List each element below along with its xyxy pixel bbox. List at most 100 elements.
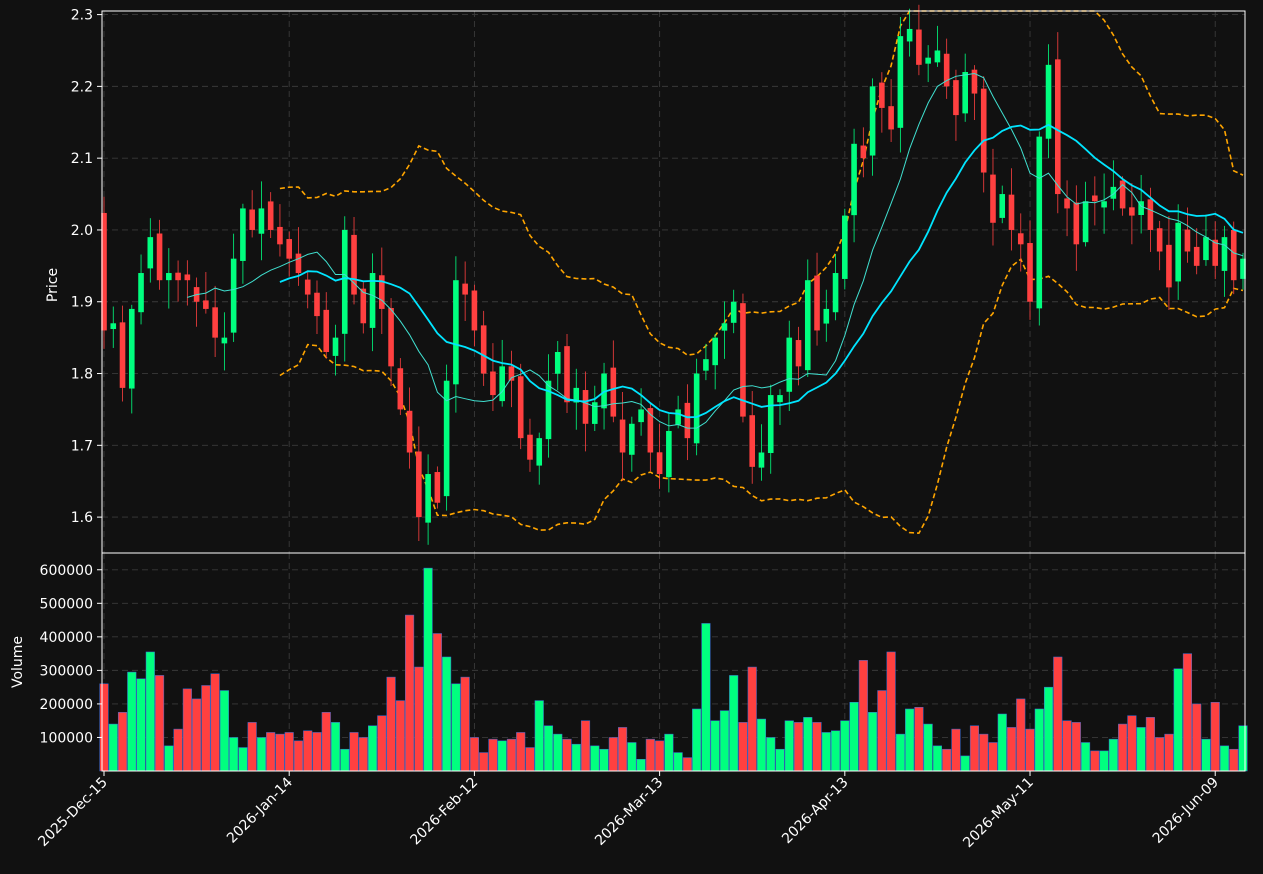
volume-bar-up — [673, 752, 683, 772]
volume-bar-up — [1173, 668, 1183, 772]
volume-bar-up — [330, 722, 341, 772]
volume-bar-down — [312, 732, 322, 772]
price-tick-label: 1.8 — [71, 367, 93, 383]
candle-up — [1101, 201, 1107, 208]
candle-up — [777, 395, 783, 403]
candle-down — [610, 367, 617, 417]
candle-down — [1054, 59, 1061, 195]
candle-down — [101, 212, 107, 331]
volume-panel-frame — [101, 552, 1246, 772]
candle-up — [823, 308, 830, 324]
volume-bar-down — [951, 728, 961, 772]
candle-down — [517, 376, 524, 439]
candle-down — [684, 402, 691, 439]
candle-down — [990, 174, 996, 223]
price-tick-label: 1.7 — [71, 438, 93, 454]
price-axis-label: Price — [45, 268, 61, 302]
candle-down — [1230, 229, 1237, 281]
volume-bar-up — [997, 713, 1007, 772]
volume-bar-up — [932, 745, 942, 772]
volume-bar-down — [793, 722, 804, 772]
volume-bar-down — [1210, 701, 1220, 772]
volume-bar-up — [784, 720, 794, 772]
volume-bars — [99, 567, 1248, 772]
volume-bar-down — [1182, 653, 1192, 772]
candle-up — [369, 273, 376, 328]
volume-bar-up — [590, 745, 600, 772]
price-tick-label: 1.6 — [71, 510, 93, 526]
candle-down — [860, 145, 867, 159]
candle-up — [712, 337, 718, 366]
volume-bar-down — [1025, 728, 1035, 772]
candle-down — [647, 408, 654, 453]
volume-bar-up — [849, 701, 859, 772]
volume-bar-down — [247, 722, 257, 772]
candle-down — [564, 346, 570, 403]
volume-bar-down — [266, 732, 276, 772]
candle-down — [508, 366, 515, 381]
candle-down — [351, 234, 357, 295]
candle-down — [360, 288, 367, 324]
candle-down — [582, 390, 589, 424]
volume-bar-down — [284, 732, 294, 772]
volume-bar-up — [803, 717, 813, 772]
candle-down — [1129, 207, 1135, 216]
candle-down — [184, 274, 191, 281]
ma10-line — [187, 72, 1244, 429]
volume-bar-up — [497, 740, 507, 772]
volume-bar-up — [442, 656, 452, 772]
candle-up — [499, 366, 505, 402]
volume-bar-up — [553, 733, 563, 772]
volume-bar-up — [636, 759, 646, 772]
candle-down — [916, 29, 922, 65]
volume-bar-down — [469, 737, 479, 772]
volume-bar-up — [219, 690, 229, 772]
volume-bar-down — [1016, 698, 1026, 772]
volume-bar-down — [1118, 723, 1128, 772]
candle-down — [1156, 228, 1163, 252]
candle-up — [258, 208, 265, 234]
candle-up — [138, 273, 144, 313]
volume-bar-down — [358, 737, 368, 772]
volume-bar-down — [988, 742, 998, 772]
price-tick-label: 2.0 — [71, 223, 93, 239]
volume-bar-down — [1062, 720, 1072, 772]
volume-bar-down — [349, 732, 359, 772]
candle-down — [749, 415, 756, 467]
candle-up — [758, 452, 765, 468]
volume-bar-down — [1164, 733, 1174, 772]
candle-down — [323, 309, 330, 352]
candle-up — [703, 359, 709, 371]
volume-tick-label: 600000 — [40, 563, 93, 579]
volume-bar-up — [729, 675, 739, 772]
volume-bar-down — [210, 673, 220, 772]
candle-up — [693, 373, 700, 444]
volume-bar-up — [1219, 745, 1230, 772]
candle-up — [897, 36, 904, 128]
volume-bar-down — [618, 727, 628, 772]
volume-bar-down — [201, 685, 211, 772]
volume-bar-down — [1127, 715, 1137, 772]
volume-bar-up — [145, 651, 155, 772]
volume-bar-down — [747, 666, 757, 772]
volume-bar-up — [534, 700, 544, 772]
volume-bar-up — [831, 730, 841, 772]
volume-bar-down — [562, 738, 572, 772]
price-tick-label: 2.3 — [71, 8, 93, 24]
candle-up — [832, 273, 839, 313]
volume-bar-down — [979, 733, 989, 772]
volume-bar-up — [701, 623, 711, 772]
candle-down — [267, 201, 274, 230]
price-tick-label: 2.1 — [71, 151, 93, 167]
candle-up — [110, 323, 117, 330]
volume-bar-down — [969, 725, 980, 772]
volume-grid — [102, 553, 1245, 771]
volume-bar-up — [627, 742, 637, 772]
volume-bar-down — [99, 683, 109, 772]
candle-up — [925, 57, 931, 64]
volume-bar-down — [386, 676, 396, 772]
candle-down — [156, 233, 163, 281]
candle-up — [332, 337, 339, 356]
volume-bar-down — [1071, 722, 1081, 772]
volume-bar-up — [136, 678, 146, 772]
